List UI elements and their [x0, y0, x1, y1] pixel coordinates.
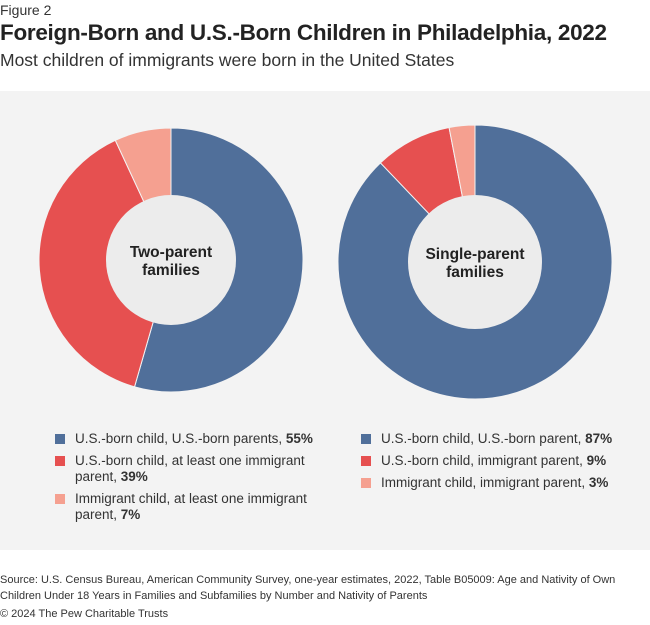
legend-swatch	[55, 434, 65, 444]
legend-two-parent: U.S.-born child, U.S.-born parents, 55% U…	[55, 431, 325, 529]
figure-label: Figure 2	[0, 2, 52, 18]
legend-swatch	[361, 434, 371, 444]
legend-label: U.S.-born child, immigrant parent,	[381, 453, 587, 468]
legend-label: Immigrant child, at least one immigrant …	[75, 491, 307, 522]
legend-label: U.S.-born child, U.S.-born parent,	[381, 431, 586, 446]
legend-value: 7%	[120, 507, 141, 522]
legend-value: 87%	[585, 431, 613, 446]
center-label: Single-parent	[425, 246, 524, 263]
legend-value: 9%	[586, 453, 607, 468]
legend-item: U.S.-born child, U.S.-born parents, 55%	[55, 431, 325, 447]
copyright: © 2024 The Pew Charitable Trusts	[0, 608, 169, 620]
center-label: Two-parent	[130, 244, 212, 261]
center-label: families	[446, 264, 504, 281]
legend-item: U.S.-born child, U.S.-born parent, 87%	[361, 431, 631, 447]
legend-single-parent: U.S.-born child, U.S.-born parent, 87% U.…	[361, 431, 631, 497]
chart-subtitle: Most children of immigrants were born in…	[0, 50, 455, 70]
legend-label: Immigrant child, immigrant parent,	[381, 475, 589, 490]
center-label: families	[142, 262, 200, 279]
legend-label: U.S.-born child, U.S.-born parents,	[75, 431, 286, 446]
donut-hole	[408, 195, 542, 329]
legend-item: U.S.-born child, immigrant parent, 9%	[361, 453, 631, 469]
legend-item: U.S.-born child, at least one immigrant …	[55, 453, 325, 485]
legend-item: Immigrant child, at least one immigrant …	[55, 491, 325, 523]
legend-swatch	[361, 456, 371, 466]
chart-title: Foreign-Born and U.S.-Born Children in P…	[0, 20, 607, 45]
legend-value: 55%	[285, 431, 313, 446]
legend-swatch	[55, 494, 65, 504]
legend-item: Immigrant child, immigrant parent, 3%	[361, 475, 631, 491]
legend-swatch	[361, 478, 371, 488]
legend-swatch	[55, 456, 65, 466]
legend-value: 3%	[588, 475, 609, 490]
donut-slice	[38, 139, 172, 388]
legend-value: 39%	[120, 469, 148, 484]
donut-hole	[106, 195, 236, 325]
source-note: Source: U.S. Census Bureau, American Com…	[0, 574, 616, 602]
legend-label: U.S.-born child, at least one immigrant …	[75, 453, 305, 484]
